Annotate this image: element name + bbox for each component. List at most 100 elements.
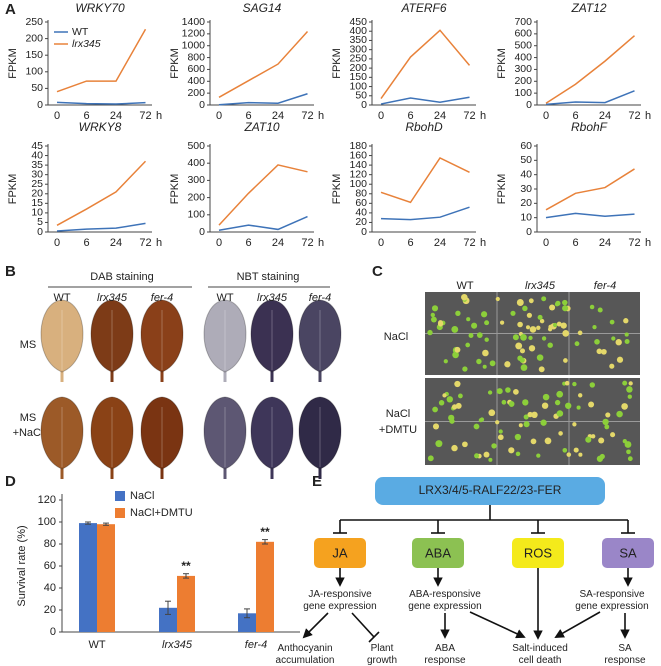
x-tick-label: 72 (139, 110, 151, 122)
x-tick-label: 24 (272, 110, 284, 122)
seedling (454, 346, 461, 353)
seedling (604, 424, 610, 430)
bar (256, 541, 274, 632)
seedling (483, 451, 490, 458)
bar (97, 524, 115, 632)
seedling (589, 382, 596, 388)
gene-expression: JA-responsive gene expression (303, 589, 376, 612)
x-tick-label: 0 (216, 110, 222, 122)
y-tick-label: 160 (349, 149, 367, 161)
error-bar (244, 608, 250, 619)
group-label: NBT staining (237, 271, 300, 283)
leaf-blade (40, 396, 84, 470)
x-tick-label: 24 (272, 237, 284, 249)
series-line (218, 93, 308, 106)
seedling (621, 403, 628, 410)
x-tick-label: 24 (110, 237, 122, 249)
y-tick-label: 0 (526, 99, 532, 111)
seedling (558, 431, 563, 436)
seedling (565, 402, 572, 409)
y-tick-label: 250 (349, 53, 367, 65)
y-tick-label: 15 (31, 197, 43, 209)
x-tick-label: 0 (543, 110, 549, 122)
seedling (599, 453, 605, 460)
x-tick-label: 72 (628, 237, 640, 249)
x-tick-label: 6 (245, 237, 251, 249)
y-tick-label: 500 (187, 140, 205, 152)
seedling (491, 443, 497, 449)
y-tick-label: 100 (514, 87, 532, 99)
leaf-blade (140, 299, 184, 373)
legend-label: lrx345 (72, 38, 101, 50)
seedling (451, 444, 458, 452)
hormone-label: ROS (524, 545, 553, 560)
seedling (520, 334, 527, 341)
seedling (573, 447, 579, 453)
x-tick-label: WT (88, 639, 105, 651)
y-tick-label: 180 (349, 140, 367, 152)
arrow (554, 611, 601, 638)
y-axis-label: FPKM (169, 48, 181, 79)
leaf-blade (40, 299, 84, 373)
seedling (622, 380, 628, 386)
leaf (203, 396, 247, 479)
seedling (560, 322, 567, 329)
x-tick-label: 72 (463, 237, 475, 249)
x-tick-label: 24 (110, 110, 122, 122)
seedling (562, 305, 569, 312)
series-line (218, 164, 308, 226)
x-tick-label: 24 (434, 110, 446, 122)
series-line (380, 156, 470, 204)
seedling (585, 436, 592, 443)
x-unit: h (480, 237, 486, 249)
seedling (427, 329, 433, 336)
legend-swatch (115, 491, 125, 501)
column-label: lrx345 (97, 292, 128, 304)
x-unit: h (318, 237, 324, 249)
y-tick-label: 200 (514, 75, 532, 87)
y-tick-label: 100 (187, 209, 205, 221)
legend-label: NaCl+DMTU (130, 507, 193, 519)
x-tick-label: 72 (628, 110, 640, 122)
seedling (473, 423, 480, 430)
seedling (454, 380, 461, 388)
chart-title: WRKY8 (79, 120, 122, 134)
seedling (476, 358, 482, 365)
seedling (556, 390, 564, 398)
series-line (545, 212, 635, 219)
leaf (40, 396, 84, 479)
seedling (455, 310, 461, 316)
x-tick-label: 72 (463, 110, 475, 122)
seedling (468, 333, 474, 338)
seedling (448, 414, 455, 422)
seedling (536, 325, 541, 330)
hormone-box (412, 538, 464, 568)
y-tick-label: 1200 (182, 28, 206, 40)
seedling (482, 364, 487, 369)
seedling (498, 429, 503, 434)
seedling (530, 438, 537, 445)
y-tick-label: 800 (187, 51, 205, 63)
leaf (90, 299, 134, 382)
x-tick-label: 24 (434, 237, 446, 249)
leaf-blade (203, 396, 247, 470)
leaf (298, 396, 342, 479)
y-tick-label: 50 (31, 82, 43, 94)
chart-title: RbohF (571, 120, 608, 134)
seedling (578, 452, 583, 457)
seedling (537, 314, 543, 320)
seedling (443, 359, 448, 364)
arrow (469, 611, 526, 639)
seedling (528, 335, 533, 341)
seedling (577, 330, 583, 336)
x-tick-label: 24 (599, 110, 611, 122)
row-label: NaCl (384, 331, 408, 343)
y-tick-label: 120 (349, 168, 367, 180)
y-tick-label: 300 (349, 43, 367, 55)
leaf-blade (298, 396, 342, 470)
y-tick-label: 35 (31, 159, 43, 171)
seedling (552, 322, 558, 328)
error-bar (165, 600, 171, 615)
seedling (528, 345, 536, 352)
